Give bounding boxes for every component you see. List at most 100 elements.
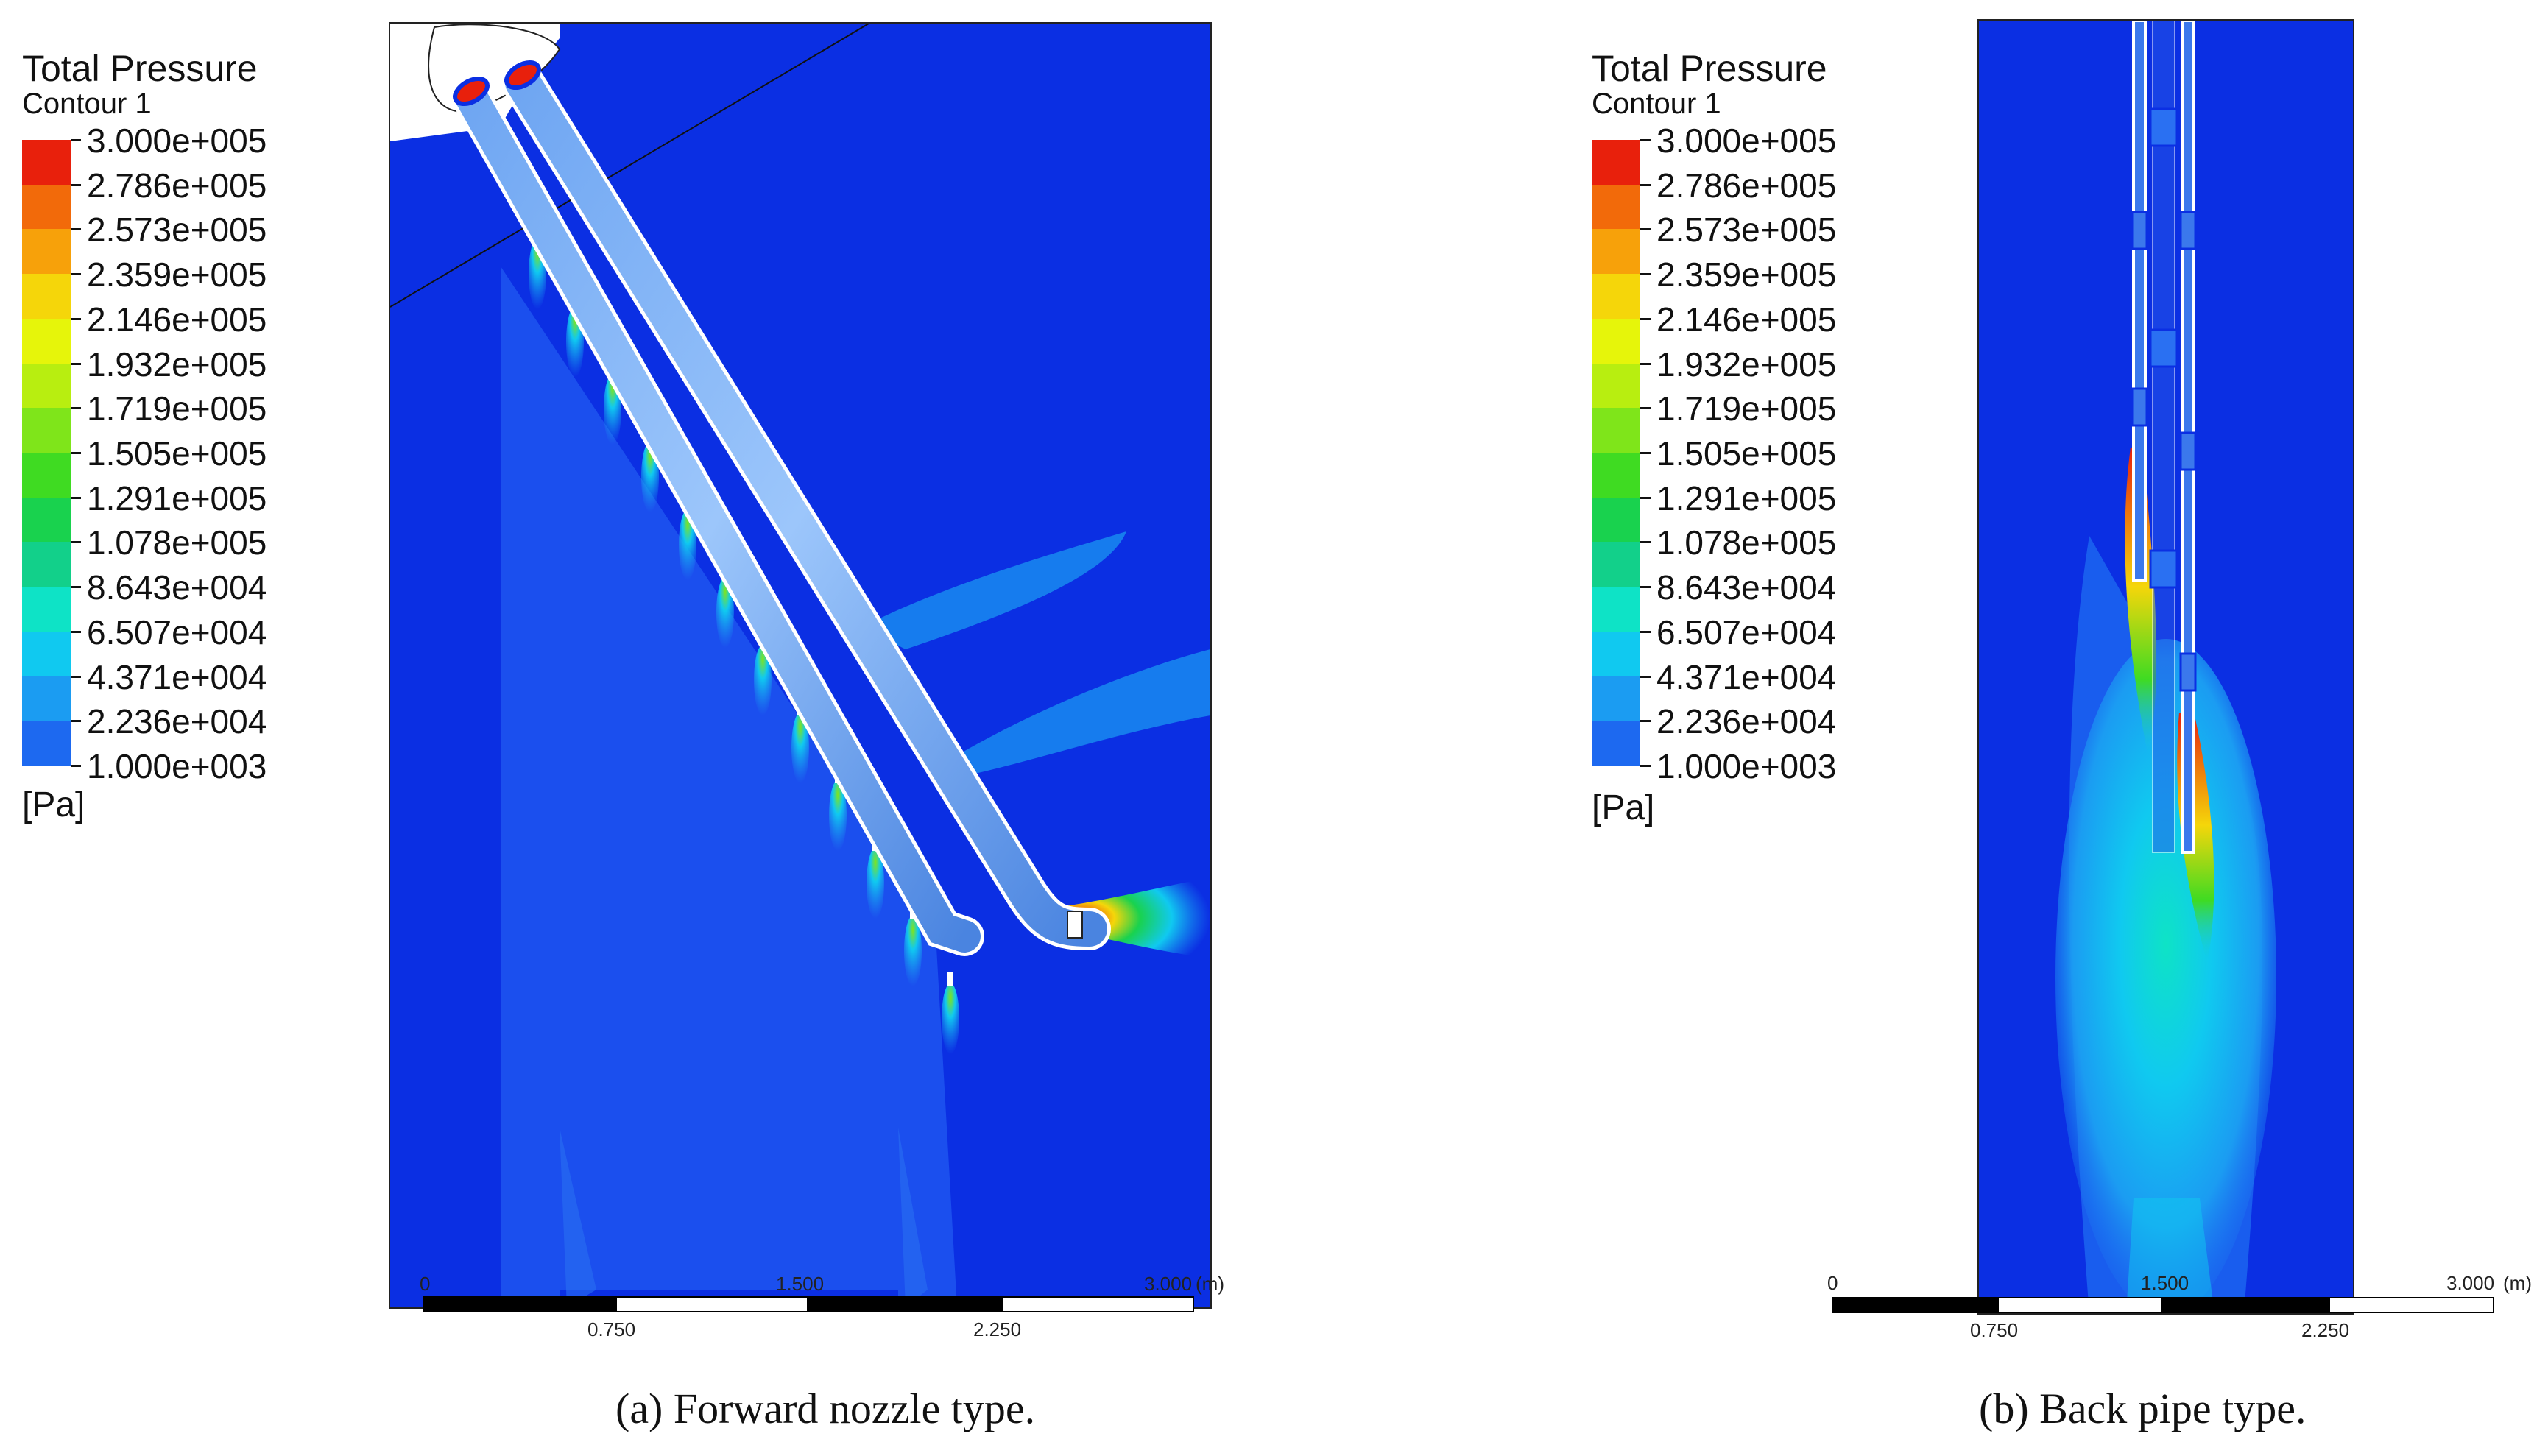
legend-swatch <box>22 587 71 632</box>
legend-tick <box>1640 317 1651 320</box>
nozzle-plume <box>942 983 959 1054</box>
legend-swatch <box>1592 542 1640 588</box>
legend-level-label: 1.719e+005 <box>87 389 267 428</box>
legend-swatch <box>1592 587 1640 632</box>
legend-level-label: 1.000e+003 <box>87 747 267 785</box>
legend-tick <box>1640 496 1651 499</box>
legend-tick <box>1640 183 1651 186</box>
scale-unit: (m) <box>2503 1272 2532 1294</box>
scale-label-3000: 3.000 <box>1144 1273 1193 1295</box>
nozzle-plume <box>754 645 772 715</box>
nozzle <box>947 972 953 986</box>
scale-label-1500: 1.500 <box>776 1273 825 1295</box>
scale-segment <box>2329 1297 2494 1313</box>
legend-level-label: 2.359e+005 <box>1656 255 1837 294</box>
legend-title: Total Pressure <box>1592 48 1827 89</box>
scale-label-0: 0 <box>420 1273 431 1295</box>
legend-swatch <box>1592 318 1640 364</box>
pipe-joint <box>2131 387 2148 427</box>
nozzle-plume <box>867 848 884 919</box>
legend-swatch <box>22 318 71 364</box>
legend-colorbar: 3.000e+005 2.786e+005 2.573e+005 2.359e+005… <box>22 124 267 783</box>
legend-swatch <box>1592 721 1640 766</box>
legend-tick <box>71 541 81 544</box>
forward-nozzle-contour <box>390 24 1210 1307</box>
pipe-support-block <box>2149 549 2178 589</box>
legend-level-label: 4.371e+004 <box>1656 657 1837 696</box>
legend-swatch <box>22 408 71 453</box>
legend-swatch <box>22 229 71 275</box>
legend-level-label: 1.505e+005 <box>1656 434 1837 473</box>
pipe-support-block <box>2149 328 2178 368</box>
scale-label-0750: 0.750 <box>1970 1319 2019 1341</box>
scale-label-3000: 3.000 <box>2446 1272 2495 1294</box>
legend-subtitle: Contour 1 <box>1592 88 1721 120</box>
nozzle-plume <box>716 577 734 648</box>
scale-label-2250: 2.250 <box>2301 1319 2350 1341</box>
legend-level-label: 2.236e+004 <box>87 702 267 741</box>
legend-swatch <box>22 140 71 185</box>
legend-level-label: 2.236e+004 <box>1656 702 1837 741</box>
legend-tick <box>71 720 81 723</box>
legend-tick <box>1640 139 1651 141</box>
pipe-joint <box>2179 431 2197 471</box>
panel-back-pipe: Total Pressure Contour 1 3.000e+005 2.786… <box>1568 0 2548 1456</box>
nozzle-plume <box>791 713 809 783</box>
pressure-legend: Total Pressure Contour 1 3.000e+005 2.786… <box>22 49 331 858</box>
legend-level-label: 4.371e+004 <box>87 657 267 696</box>
legend-unit: [Pa] <box>1592 788 1655 827</box>
nozzle-plume <box>904 916 922 986</box>
legend-level-label: 1.078e+005 <box>87 523 267 562</box>
legend-level-label: 2.573e+005 <box>1656 211 1837 250</box>
legend-swatch <box>22 631 71 677</box>
legend-tick <box>1640 541 1651 544</box>
figure-caption: (b) Back pipe type. <box>1979 1385 2307 1432</box>
legend-swatch <box>1592 140 1640 185</box>
pipe-joint <box>2131 211 2148 250</box>
scale-segment <box>423 1296 615 1312</box>
scale-label-0750: 0.750 <box>587 1318 636 1340</box>
legend-level-label: 3.000e+005 <box>1656 121 1837 160</box>
legend-tick <box>1640 720 1651 723</box>
panel-forward-nozzle: Total Pressure Contour 1 3.000e+005 2.786… <box>0 0 1252 1456</box>
legend-colorbar: 3.000e+005 2.786e+005 2.573e+005 2.359e+005… <box>1592 124 1836 783</box>
scale-segment <box>1001 1296 1194 1312</box>
legend-level-label: 6.507e+004 <box>87 612 267 651</box>
scale-segment <box>1997 1297 2163 1313</box>
legend-tick <box>71 675 81 678</box>
legend-tick <box>71 183 81 186</box>
legend-swatch <box>1592 184 1640 230</box>
legend-level-label: 1.291e+005 <box>1656 478 1837 517</box>
legend-tick <box>1640 452 1651 454</box>
legend-level-label: 1.078e+005 <box>1656 523 1837 562</box>
legend-tick <box>71 586 81 589</box>
legend-level-label: 1.932e+005 <box>87 344 267 384</box>
legend-swatch <box>22 184 71 230</box>
legend-unit: [Pa] <box>22 785 85 824</box>
legend-tick <box>1640 362 1651 365</box>
legend-swatch <box>22 497 71 543</box>
legend-swatch <box>1592 408 1640 453</box>
scale-label-0: 0 <box>1827 1272 1838 1294</box>
legend-tick <box>71 139 81 141</box>
legend-level-label: 8.643e+004 <box>87 568 267 607</box>
scale-label-2250: 2.250 <box>973 1318 1022 1340</box>
legend-level-label: 1.000e+003 <box>1656 747 1837 785</box>
legend-tick <box>1640 765 1651 767</box>
legend-level-label: 2.359e+005 <box>87 255 267 294</box>
legend-swatch <box>22 453 71 498</box>
scale-segment <box>808 1296 1001 1312</box>
legend-tick <box>1640 407 1651 410</box>
legend-tick <box>1640 630 1651 633</box>
scale-segment <box>615 1296 808 1312</box>
contour-plot <box>1977 19 2354 1315</box>
legend-level-label: 1.505e+005 <box>87 434 267 473</box>
scale-bar: 0 1.500 3.000 (m) 0.750 2.250 <box>420 1273 1224 1343</box>
legend-swatch <box>1592 363 1640 409</box>
pressure-legend: Total Pressure Contour 1 3.000e+005 2.786… <box>1592 49 1901 858</box>
legend-tick <box>71 452 81 454</box>
legend-tick <box>71 362 81 365</box>
legend-level-label: 1.932e+005 <box>1656 344 1837 384</box>
legend-swatch <box>22 721 71 766</box>
legend-level-label: 2.146e+005 <box>1656 300 1837 339</box>
